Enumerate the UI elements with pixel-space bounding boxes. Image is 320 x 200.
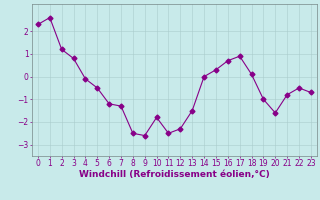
X-axis label: Windchill (Refroidissement éolien,°C): Windchill (Refroidissement éolien,°C) xyxy=(79,170,270,179)
